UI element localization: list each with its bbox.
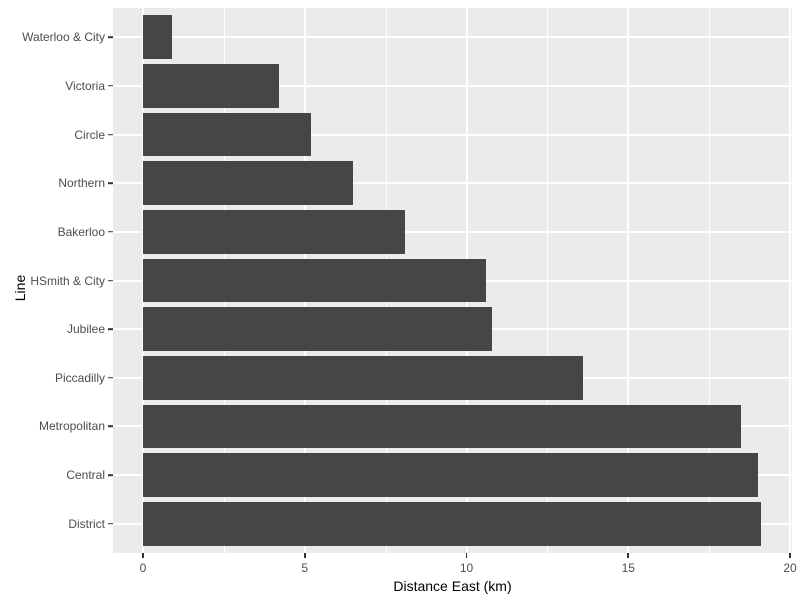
bar-victoria xyxy=(143,63,279,108)
x-tick-label: 5 xyxy=(301,561,309,575)
y-tick-label: Circle xyxy=(74,127,105,142)
y-tick-label: Victoria xyxy=(65,78,105,93)
y-tick-label: Waterloo & City xyxy=(22,30,105,45)
y-tick-mark xyxy=(108,279,113,282)
plot-panel xyxy=(113,8,792,553)
y-tick-mark xyxy=(108,182,113,184)
y-axis-tick-labels: Waterloo & City Victoria Circle Northern Bak… xyxy=(0,8,105,553)
bar-bakerloo xyxy=(143,209,406,254)
y-tick-mark xyxy=(108,85,113,87)
bar-central xyxy=(143,453,758,498)
y-tick-label: District xyxy=(68,516,105,531)
y-tick-mark xyxy=(108,133,113,136)
x-tick-mark xyxy=(627,553,630,558)
x-tick-mark xyxy=(465,553,468,558)
x-axis-title: Distance East (km) xyxy=(393,578,512,594)
bar-jubilee xyxy=(143,307,493,352)
x-tick-mark xyxy=(142,553,144,558)
y-tick-label: Central xyxy=(66,468,105,483)
gridline-horizontal-major xyxy=(113,133,792,136)
y-tick-label: Metropolitan xyxy=(38,419,105,434)
bar-waterloo-city xyxy=(143,15,173,60)
x-tick-mark xyxy=(303,553,306,558)
x-tick-label: 10 xyxy=(459,561,474,575)
y-tick-label: HSmith & City xyxy=(30,273,105,288)
x-tick-label: 15 xyxy=(621,561,635,575)
gridline-horizontal-major xyxy=(113,84,792,87)
y-tick-label: Bakerloo xyxy=(57,224,105,239)
bar-piccadilly xyxy=(143,355,583,400)
bar-hsmith-city xyxy=(143,258,486,303)
bar-metropolitan xyxy=(143,404,742,449)
y-tick-mark xyxy=(108,425,113,428)
y-tick-mark xyxy=(108,474,113,476)
y-tick-mark xyxy=(108,328,113,330)
x-tick-label: 0 xyxy=(139,561,147,575)
gridline-horizontal-major xyxy=(113,36,792,39)
y-tick-mark xyxy=(108,36,113,38)
x-tick-label: 20 xyxy=(783,561,797,575)
y-tick-label: Jubilee xyxy=(66,322,105,337)
bar-northern xyxy=(143,161,354,206)
y-tick-label: Piccadilly xyxy=(54,370,105,385)
gridline-horizontal-major xyxy=(113,182,792,185)
x-tick-mark xyxy=(789,553,791,558)
y-tick-mark xyxy=(108,523,113,525)
y-tick-mark xyxy=(108,377,113,379)
bar-district xyxy=(143,501,761,546)
gridline-horizontal-major xyxy=(113,230,792,233)
bar-circle xyxy=(143,112,312,157)
y-tick-label: Northern xyxy=(58,176,105,191)
y-tick-mark xyxy=(108,231,113,233)
